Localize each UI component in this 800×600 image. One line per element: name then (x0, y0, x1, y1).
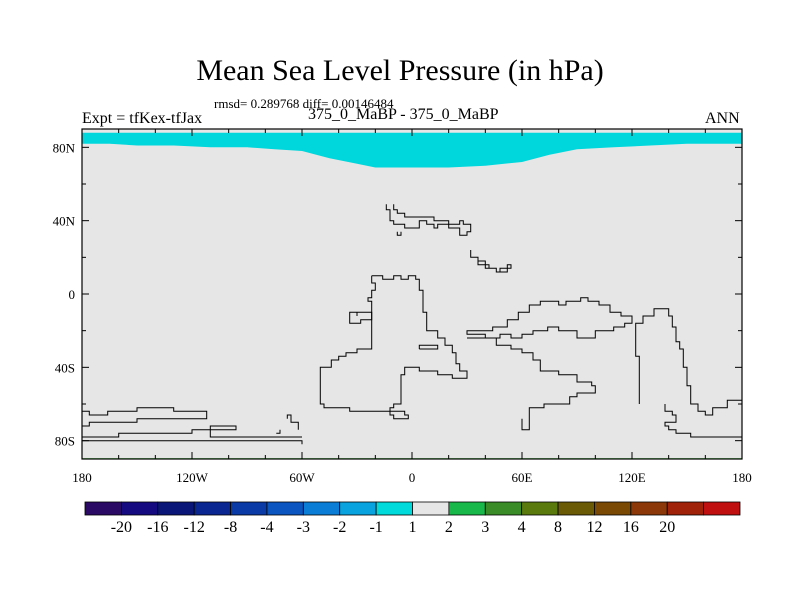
coastline-0 (385, 204, 472, 236)
colorbar-box-1 (120, 501, 159, 516)
x-tick-label-5: 120E (618, 470, 646, 485)
colorbar-box-2 (157, 501, 195, 516)
colorbar-label-8: 1 (409, 519, 417, 536)
colorbar-box-16 (666, 501, 705, 516)
coastline-11 (286, 414, 299, 430)
colorbar-box-15 (630, 501, 668, 516)
colorbar-label-1: -16 (147, 519, 168, 536)
coastline-4 (349, 311, 373, 324)
coastline-2 (470, 250, 512, 273)
x-tick-label-1: 120W (176, 470, 209, 485)
stats-label: rmsd= 0.289768 diff= 0.00146484 (214, 96, 394, 111)
colorbar-label-0: -20 (111, 519, 132, 536)
colorbar-label-13: 12 (586, 519, 602, 536)
x-tick-label-4: 60E (512, 470, 533, 485)
colorbar-box-5 (266, 501, 304, 516)
chart-subtitle: 375_0_MaBP - 375_0_MaBP (308, 106, 499, 123)
colorbar-box-6 (302, 501, 341, 516)
coastline-5 (418, 344, 439, 350)
colorbar-box-10 (448, 501, 486, 516)
coastline-12 (276, 429, 281, 434)
colorbar-box-17 (703, 501, 741, 516)
colorbar-label-14: 16 (623, 519, 639, 536)
coastline-9 (82, 407, 208, 427)
y-tick-label-3: 40S (55, 360, 75, 375)
colorbar-box-3 (193, 501, 231, 516)
colorbar-label-4: -4 (260, 519, 273, 536)
coastline-8 (664, 404, 742, 438)
y-tick-label-2: 0 (69, 287, 76, 302)
colorbar-label-11: 4 (518, 519, 526, 536)
colorbar-box-12 (521, 501, 559, 516)
coastline-1 (396, 231, 402, 236)
colorbar-box-14 (594, 501, 632, 516)
colorbar-label-3: -8 (224, 519, 237, 536)
colorbar-label-7: -1 (369, 519, 382, 536)
colorbar-label-10: 3 (481, 519, 489, 536)
x-tick-label-3: 0 (409, 470, 416, 485)
colorbar-label-6: -2 (333, 519, 346, 536)
y-tick-label-0: 80N (53, 140, 76, 155)
colorbar-box-9 (412, 501, 450, 516)
colorbar-box-8 (375, 501, 413, 516)
coastline-7 (635, 308, 742, 416)
y-tick-label-1: 40N (53, 214, 76, 229)
colorbar-box-13 (557, 501, 595, 516)
colorbar-box-11 (484, 501, 523, 516)
colorbar-label-12: 8 (554, 519, 562, 536)
x-tick-label-6: 180 (732, 470, 752, 485)
x-tick-label-2: 60W (289, 470, 315, 485)
field-region-0 (82, 132, 742, 168)
coastline-10 (82, 425, 302, 438)
colorbar-label-5: -3 (297, 519, 310, 536)
chart-title: Mean Sea Level Pressure (in hPa) (196, 54, 604, 87)
season-label: ANN (705, 110, 740, 127)
colorbar-label-2: -12 (184, 519, 205, 536)
colorbar-box-7 (339, 501, 377, 516)
x-tick-label-0: 180 (72, 470, 92, 485)
colorbar-label-15: 20 (659, 519, 675, 536)
experiment-label: Expt = tfKex-tfJax (82, 110, 203, 127)
colorbar-label-9: 2 (445, 519, 453, 536)
coastline-6 (466, 297, 633, 431)
y-tick-label-4: 80S (55, 434, 75, 449)
plot-background (82, 129, 742, 459)
coastline-3 (319, 275, 468, 420)
colorbar-box-0 (84, 501, 122, 516)
coastline-13 (82, 440, 303, 445)
colorbar-box-4 (230, 501, 268, 516)
